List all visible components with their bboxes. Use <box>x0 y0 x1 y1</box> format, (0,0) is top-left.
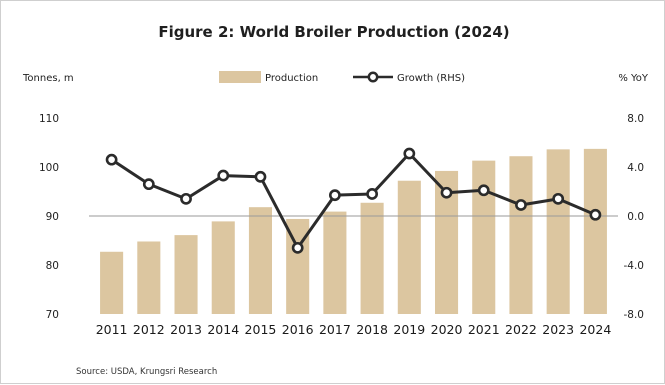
growth-point-2012 <box>142 178 155 191</box>
x-tick-label: 2014 <box>207 322 239 337</box>
y2-tick-label: 8.0 <box>627 113 644 125</box>
y-tick-label: 70 <box>46 309 59 321</box>
bar-2013 <box>174 235 198 314</box>
x-tick-label: 2015 <box>245 322 277 337</box>
y-tick-label: 110 <box>39 113 59 125</box>
x-axis-ticks: 2011 2012 2013 2014 2015 2016 2017 2018 2019 2020… <box>96 322 612 337</box>
x-tick-label: 2018 <box>356 322 388 337</box>
bar-2024 <box>583 148 607 314</box>
y-tick-label: 100 <box>39 162 59 174</box>
bar-2016 <box>286 218 310 314</box>
source-note: Source: USDA, Krungsri Research <box>76 367 217 377</box>
bar-2021 <box>472 160 496 314</box>
chart-title: Figure 2: World Broiler Production (2024… <box>158 23 509 41</box>
bar-2023 <box>546 149 570 314</box>
x-tick-label: 2024 <box>579 322 611 337</box>
legend-marker-growth <box>367 71 379 83</box>
right-axis-ticks: -8.0 -4.0 0.0 4.0 8.0 <box>624 113 645 321</box>
bar-2020 <box>434 170 459 314</box>
growth-point-2024 <box>589 208 602 221</box>
x-tick-label: 2023 <box>542 322 574 337</box>
left-axis-title: Tonnes, m <box>22 73 74 84</box>
x-tick-label: 2020 <box>431 322 463 337</box>
legend-label-production: Production <box>265 73 318 84</box>
x-tick-label: 2019 <box>393 322 425 337</box>
bar-2019 <box>397 180 421 314</box>
growth-point-2021 <box>477 184 490 197</box>
bar-2012 <box>137 241 161 314</box>
growth-point-2014 <box>217 169 230 182</box>
x-tick-label: 2013 <box>170 322 202 337</box>
growth-point-2022 <box>515 199 527 211</box>
growth-point-2018 <box>366 188 379 200</box>
y-tick-label: 80 <box>46 260 59 272</box>
growth-line <box>110 152 596 250</box>
legend: Production Growth (RHS) <box>219 71 465 84</box>
bar-2022 <box>509 156 533 314</box>
x-tick-label: 2017 <box>319 322 351 337</box>
growth-point-2011 <box>105 153 118 166</box>
growth-point-2019 <box>403 147 416 160</box>
bar-2011 <box>100 251 124 314</box>
bar-2018 <box>360 202 384 314</box>
growth-point-2013 <box>180 192 192 205</box>
y2-tick-label: -8.0 <box>624 309 645 321</box>
production-bars <box>100 148 607 314</box>
x-tick-label: 2016 <box>282 322 314 337</box>
x-tick-label: 2022 <box>505 322 537 337</box>
growth-point-2015 <box>254 170 267 183</box>
y2-tick-label: 4.0 <box>627 162 644 174</box>
y-tick-label: 90 <box>46 211 59 223</box>
growth-line-series <box>105 147 602 254</box>
y2-tick-label: 0.0 <box>627 211 644 223</box>
bar-2015 <box>248 207 273 314</box>
growth-point-2017 <box>328 189 341 202</box>
bar-2017 <box>323 211 347 314</box>
x-tick-label: 2012 <box>133 322 165 337</box>
growth-point-2016 <box>291 241 304 254</box>
growth-point-2020 <box>440 186 453 199</box>
y2-tick-label: -4.0 <box>624 260 645 272</box>
legend-swatch-production <box>219 71 261 83</box>
left-axis-ticks: 70 80 90 100 110 <box>39 113 59 321</box>
x-tick-label: 2021 <box>468 322 500 337</box>
right-axis-title: % YoY <box>618 73 649 84</box>
growth-point-2023 <box>552 192 565 205</box>
x-tick-label: 2011 <box>96 322 128 337</box>
bar-2014 <box>211 221 235 314</box>
legend-label-growth: Growth (RHS) <box>397 73 465 84</box>
